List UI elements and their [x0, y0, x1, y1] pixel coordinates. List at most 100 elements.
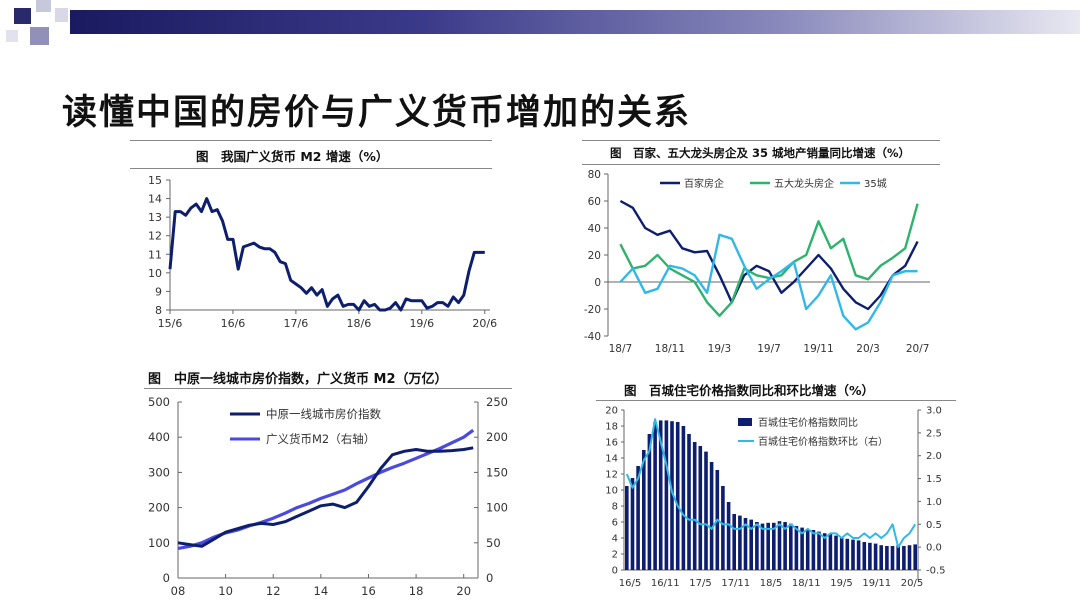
x-tick-label: 17/11	[721, 578, 750, 589]
bar-yoy	[653, 422, 657, 570]
y-tick-label: 80	[588, 169, 601, 181]
chart-panel-sales: 图 百家、五大龙头房企及 35 城地产销量同比增速（%） -40 -20 0 20 40…	[570, 138, 950, 360]
bar-yoy	[760, 523, 765, 570]
y-tick-label-right: 0	[486, 571, 493, 585]
chart-title: 图 我国广义货币 M2 增速（%）	[196, 149, 389, 164]
x-tick-label: 16	[361, 584, 376, 598]
bar-yoy	[800, 527, 804, 570]
x-tick-label: 16/11	[651, 578, 680, 589]
y-tick-label-left: 500	[148, 395, 170, 409]
x-tick-label: 19/5	[830, 578, 852, 589]
bar-yoy	[743, 518, 748, 570]
x-tick-label: 19/7	[757, 343, 781, 355]
y-tick-label-right: 1.5	[926, 474, 942, 485]
y-tick-label-left: 0	[612, 566, 618, 577]
bar-yoy	[704, 451, 708, 570]
bar-yoy	[873, 543, 878, 570]
series-line-mom	[625, 418, 917, 549]
bar-yoy	[896, 545, 900, 570]
bar-yoy	[805, 529, 810, 570]
y-tick-label-right: 50	[486, 536, 501, 550]
bar-yoy	[709, 462, 714, 570]
bar-yoy	[687, 434, 691, 570]
x-tick-label: 15/6	[158, 317, 183, 330]
x-tick-label: 19/11	[862, 578, 891, 589]
y-tick-label-left: 18	[605, 422, 618, 433]
bar-yoy	[817, 531, 821, 570]
y-tick-label-right: 1.0	[926, 497, 942, 508]
series-line-1	[619, 203, 919, 318]
bar-yoy	[755, 522, 759, 570]
bar-yoy	[907, 545, 912, 570]
chart-title: 图 百城住宅价格指数同比和环比增速（%）	[624, 383, 875, 398]
x-tick-label: 20/5	[901, 578, 923, 589]
chart-panel-price-m2: 图 中原一线城市房价指数，广义货币 M2（万亿） 0 100 200 300 400 50…	[120, 362, 530, 608]
chart-panel-m2: 图 我国广义货币 M2 增速（%） 8 9 10 11 12 13 14 15 15/6 16/6…	[120, 138, 500, 352]
bar-yoy	[664, 420, 669, 570]
y-tick-label: 10	[148, 267, 162, 280]
x-tick-label: 16/5	[619, 578, 641, 589]
y-tick-label-right: 150	[486, 465, 508, 479]
x-tick-label: 20/3	[856, 343, 880, 355]
bar-yoy	[851, 539, 855, 570]
bar-yoy	[636, 466, 640, 570]
y-tick-label-left: 20	[605, 406, 618, 417]
bar-yoy	[749, 519, 753, 570]
y-tick-label-right: 0.5	[926, 520, 942, 531]
legend-swatch	[738, 418, 752, 426]
y-tick-label: 13	[148, 211, 162, 224]
bar-yoy	[834, 535, 838, 570]
bar-yoy	[783, 522, 787, 570]
title-rule	[596, 400, 956, 401]
bar-yoy	[862, 542, 867, 570]
y-tick-label: 20	[588, 250, 601, 262]
bar-yoy	[879, 545, 883, 570]
chart-title: 图 中原一线城市房价指数，广义货币 M2（万亿）	[148, 372, 448, 387]
title-rule	[130, 140, 492, 141]
x-tick-label: 20	[456, 584, 471, 598]
x-tick-label: 20/6	[472, 317, 497, 330]
y-tick-label-left: 4	[612, 534, 618, 545]
x-tick-label: 16/6	[221, 317, 246, 330]
x-tick-label: 18/5	[760, 578, 782, 589]
bar-yoy	[726, 502, 731, 570]
y-tick-label-left: 200	[148, 501, 170, 515]
y-tick-label-right: 250	[486, 395, 508, 409]
page-title: 读懂中国的房价与广义货币增加的关系	[62, 93, 692, 133]
y-tick-label-left: 100	[148, 536, 170, 550]
x-tick-label: 14	[314, 584, 329, 598]
x-tick-label: 17/6	[284, 317, 309, 330]
y-tick-label-left: 8	[612, 502, 618, 513]
bar-yoy	[777, 521, 782, 570]
title-rule	[582, 140, 940, 141]
x-tick-label: 12	[266, 584, 281, 598]
legend-label: 百城住宅价格指数同比	[758, 416, 858, 429]
bar-yoy	[625, 486, 629, 570]
y-tick-label-right: 100	[486, 501, 508, 515]
legend-label: 广义货币M2（右轴）	[266, 432, 375, 446]
bar-yoy	[772, 522, 776, 570]
y-tick-label-left: 0	[163, 571, 170, 585]
decor-square	[30, 27, 49, 45]
bar-yoy	[721, 486, 725, 570]
y-tick-label: 8	[155, 304, 162, 317]
bar-yoy	[839, 538, 844, 570]
y-tick-label: 12	[148, 230, 162, 243]
x-tick-label: 18/11	[655, 343, 685, 355]
y-tick-label-right: 0.0	[926, 543, 942, 554]
y-tick-label: 60	[588, 196, 601, 208]
bar-yoy	[828, 534, 833, 570]
legend-label: 中原一线城市房价指数	[266, 407, 381, 421]
chart-price-index-m2: 0 100 200 300 400 500 0 50 100 150 200 250 08 10 12 14 1…	[148, 395, 508, 598]
bar-yoy	[681, 426, 686, 570]
x-tick-label: 20/7	[906, 343, 930, 355]
bar-yoy	[692, 442, 697, 570]
y-tick-label-left: 10	[605, 486, 618, 497]
x-tick-label: 18	[409, 584, 424, 598]
y-tick-label-right: 2.0	[926, 451, 942, 462]
chart-title: 图 百家、五大龙头房企及 35 城地产销量同比增速（%）	[610, 146, 911, 160]
x-tick-label: 18/6	[347, 317, 372, 330]
title-rule	[582, 164, 940, 165]
series-line-m2	[177, 428, 475, 550]
y-tick-label: 9	[155, 285, 162, 298]
